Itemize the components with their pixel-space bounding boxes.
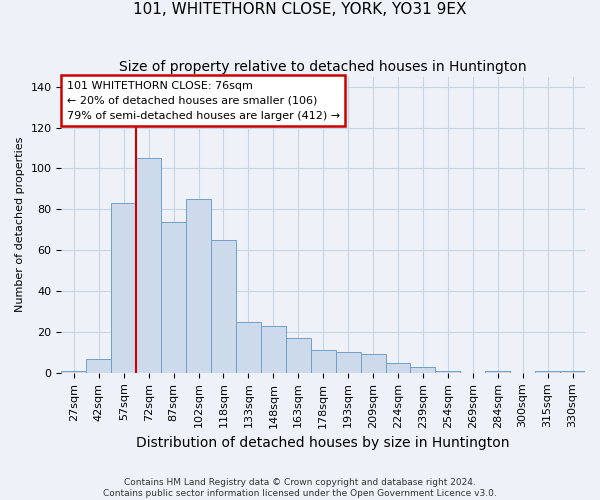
Bar	[335, 352, 361, 373]
Bar	[111, 203, 136, 373]
Bar	[161, 222, 186, 373]
Text: Contains HM Land Registry data © Crown copyright and database right 2024.
Contai: Contains HM Land Registry data © Crown c…	[103, 478, 497, 498]
Bar	[236, 322, 261, 373]
Text: 101 WHITETHORN CLOSE: 76sqm
← 20% of detached houses are smaller (106)
79% of se: 101 WHITETHORN CLOSE: 76sqm ← 20% of det…	[67, 81, 340, 120]
Bar	[61, 371, 86, 373]
Bar	[436, 371, 460, 373]
Bar	[410, 366, 436, 373]
Bar	[186, 199, 211, 373]
Bar	[386, 362, 410, 373]
Y-axis label: Number of detached properties: Number of detached properties	[15, 137, 25, 312]
Bar	[261, 326, 286, 373]
Bar	[485, 371, 510, 373]
Text: 101, WHITETHORN CLOSE, YORK, YO31 9EX: 101, WHITETHORN CLOSE, YORK, YO31 9EX	[133, 2, 467, 18]
Bar	[361, 354, 386, 373]
Bar	[211, 240, 236, 373]
Bar	[560, 371, 585, 373]
Bar	[286, 338, 311, 373]
Title: Size of property relative to detached houses in Huntington: Size of property relative to detached ho…	[119, 60, 527, 74]
Bar	[136, 158, 161, 373]
Bar	[86, 358, 111, 373]
Bar	[535, 371, 560, 373]
Bar	[311, 350, 335, 373]
X-axis label: Distribution of detached houses by size in Huntington: Distribution of detached houses by size …	[136, 436, 510, 450]
